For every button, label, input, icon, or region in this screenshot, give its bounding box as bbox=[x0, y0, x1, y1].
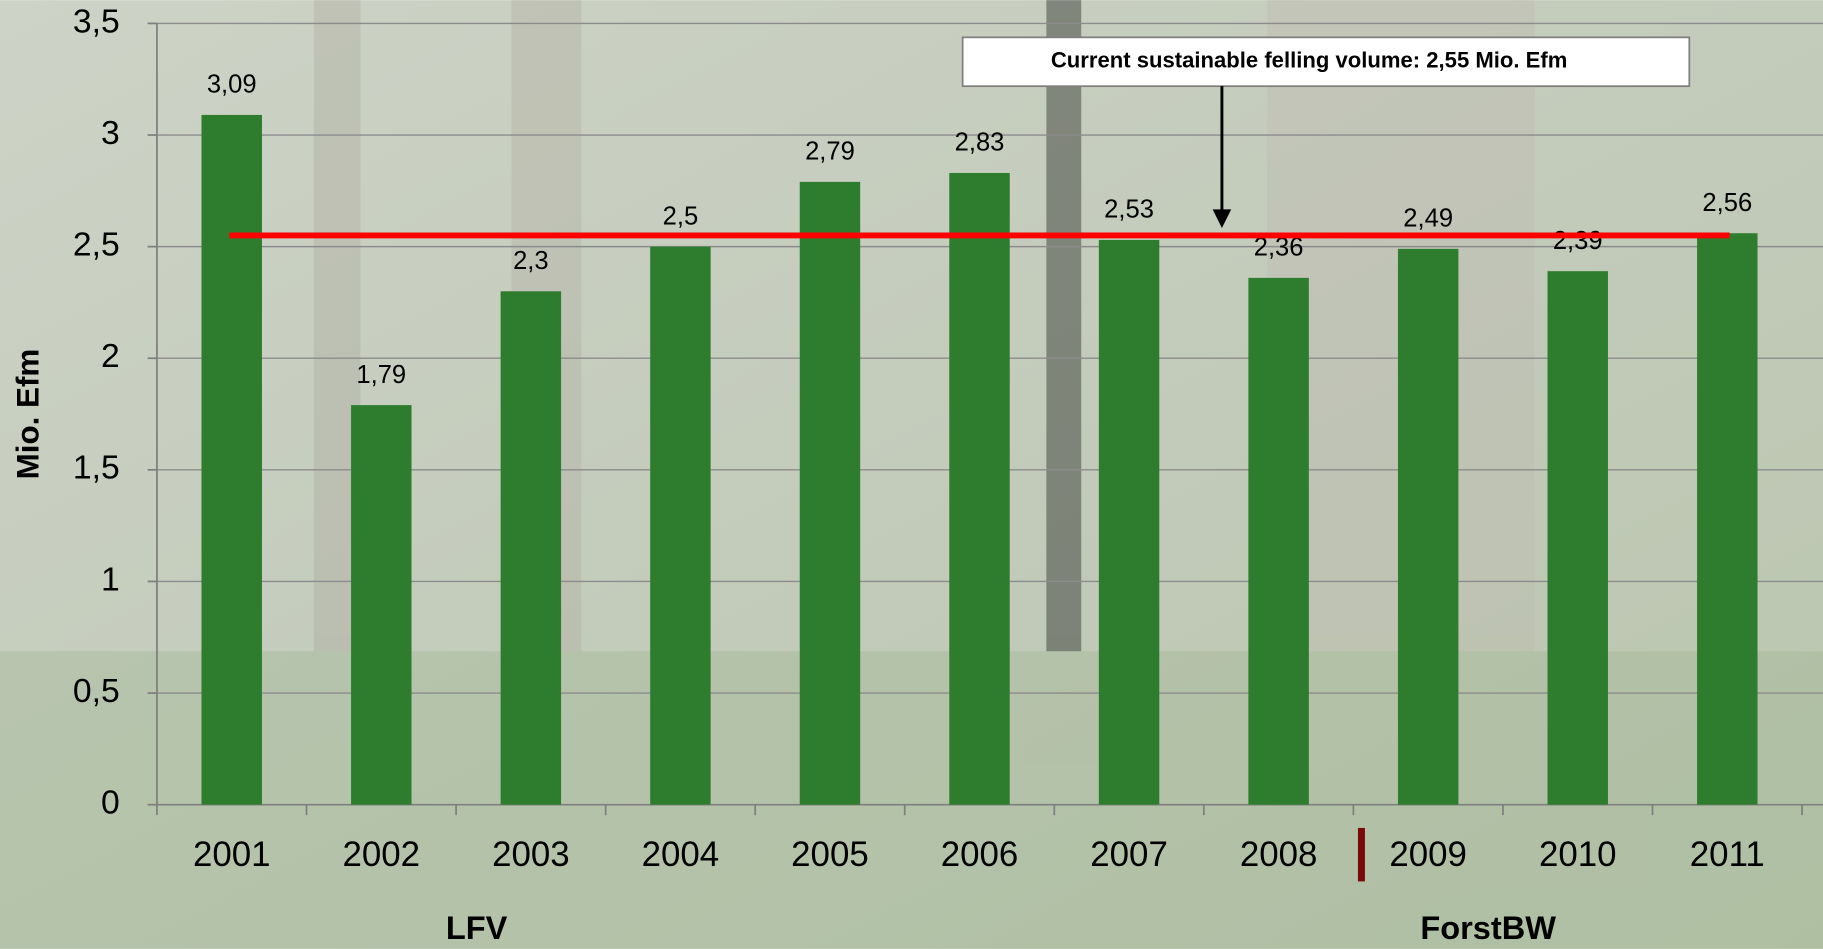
x-tick-label: 2006 bbox=[941, 835, 1019, 874]
value-label: 2,53 bbox=[1104, 196, 1154, 224]
x-tick-label: 2002 bbox=[343, 835, 421, 874]
x-tick-label: 2008 bbox=[1240, 835, 1318, 874]
annotation-box bbox=[961, 36, 1691, 88]
bar bbox=[1098, 239, 1160, 805]
annotation-arrowhead bbox=[1212, 209, 1232, 229]
y-tick-label: 1 bbox=[101, 560, 120, 598]
bar bbox=[1697, 233, 1758, 805]
y-tick-label: 3,5 bbox=[73, 2, 120, 40]
x-tick-label: 2007 bbox=[1090, 835, 1168, 874]
bar bbox=[949, 172, 1010, 805]
value-label: 3,09 bbox=[207, 71, 257, 99]
x-tick-label: 2010 bbox=[1539, 835, 1617, 874]
bar bbox=[650, 246, 711, 805]
period-separator bbox=[1357, 827, 1365, 882]
y-tick-label: 2 bbox=[101, 337, 120, 375]
annotation: Current sustainable felling volume: 2,55… bbox=[1051, 48, 1568, 73]
value-label: 2,56 bbox=[1702, 189, 1752, 217]
group-label: LFV bbox=[446, 910, 508, 946]
y-tick-label: 0 bbox=[101, 784, 120, 822]
value-label: 2,83 bbox=[955, 129, 1005, 157]
value-label: 2,5 bbox=[663, 202, 699, 230]
bar bbox=[1397, 248, 1459, 805]
x-tick-label: 2004 bbox=[642, 835, 720, 874]
bar bbox=[201, 114, 262, 805]
y-tick-label: 1,5 bbox=[73, 449, 120, 487]
value-label: 2,3 bbox=[513, 247, 549, 275]
y-tick-label: 0,5 bbox=[73, 672, 120, 710]
x-tick-label: 2003 bbox=[492, 835, 570, 874]
value-label: 1,79 bbox=[356, 361, 406, 389]
value-label: 2,49 bbox=[1403, 205, 1453, 233]
y-axis-label: Mio. Efm bbox=[11, 349, 46, 480]
bar bbox=[351, 405, 412, 805]
bar bbox=[1547, 271, 1608, 805]
y-tick-label: 2,5 bbox=[73, 226, 120, 264]
value-label: 2,39 bbox=[1553, 227, 1603, 255]
group-label: ForstBW bbox=[1420, 910, 1556, 946]
x-tick-label: 2005 bbox=[791, 835, 869, 874]
bar bbox=[500, 291, 562, 805]
x-tick-label: 2001 bbox=[193, 835, 271, 874]
bar bbox=[1248, 277, 1309, 805]
bar bbox=[799, 181, 861, 805]
value-label: 2,79 bbox=[805, 138, 855, 166]
y-tick-label: 3 bbox=[101, 114, 120, 152]
x-tick-label: 2009 bbox=[1389, 835, 1467, 874]
x-tick-label: 2011 bbox=[1690, 835, 1765, 874]
